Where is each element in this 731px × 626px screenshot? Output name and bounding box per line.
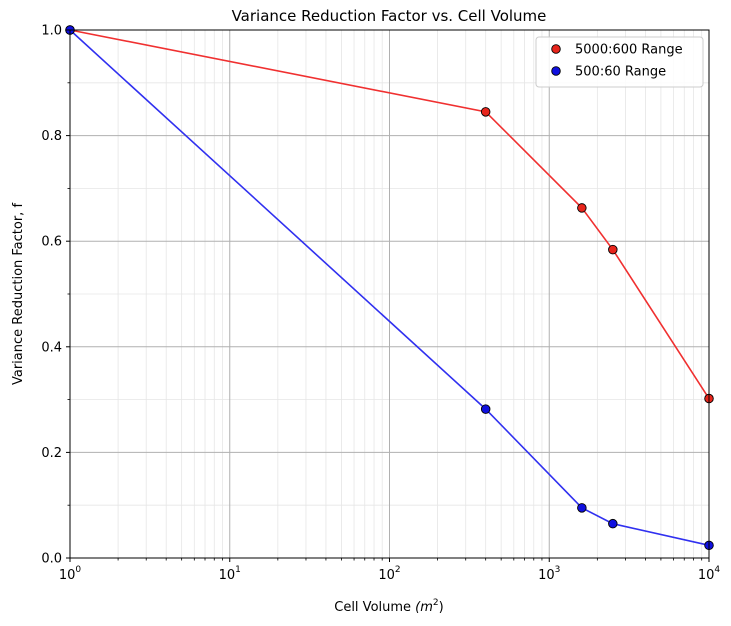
y-tick-label: 0.4 <box>41 340 62 355</box>
x-axis-label-unit: (m <box>415 600 433 615</box>
x-tick-label: 103 <box>538 565 560 583</box>
data-point <box>608 244 618 255</box>
legend-label: 5000:600 Range <box>575 43 683 58</box>
y-axis-ticks: 0.0 0.2 0.4 0.6 0.8 1.0 <box>41 24 70 567</box>
x-tick-exponent: 3 <box>555 565 561 575</box>
x-tick-base: 10 <box>219 568 236 583</box>
x-axis-ticks: 100 101 102 103 104 <box>59 558 721 583</box>
y-tick-label: 0.8 <box>41 129 62 144</box>
chart-title: Variance Reduction Factor vs. Cell Volum… <box>232 7 547 25</box>
x-tick-exponent: 2 <box>395 565 401 575</box>
y-tick-label: 0.6 <box>41 235 62 250</box>
data-point <box>480 107 491 117</box>
y-tick-label: 1.0 <box>41 24 62 39</box>
legend-marker <box>551 44 561 54</box>
minor-grid <box>70 30 709 558</box>
x-tick-base: 10 <box>538 568 555 583</box>
x-tick-label: 100 <box>59 565 82 583</box>
y-tick-label: 0.2 <box>41 446 62 461</box>
legend: 5000:600 Range 500:60 Range <box>535 36 704 88</box>
x-tick-label: 102 <box>378 565 400 583</box>
data-point <box>577 203 587 213</box>
x-axis-label-unit-close: ) <box>439 600 444 615</box>
x-tick-exponent: 4 <box>714 565 720 575</box>
data-point <box>480 404 491 414</box>
y-tick-label: 0.0 <box>41 552 62 567</box>
x-axis-label-text: Cell Volume <box>334 600 411 615</box>
legend-label: 500:60 Range <box>575 65 666 80</box>
major-grid <box>70 30 709 558</box>
x-axis-label-unit-exp: 2 <box>433 598 439 608</box>
x-tick-label: 104 <box>698 565 721 583</box>
x-tick-base: 10 <box>59 568 76 583</box>
x-axis-label: Cell Volume (m2) <box>334 598 443 615</box>
legend-marker <box>551 66 561 76</box>
x-tick-base: 10 <box>698 568 715 583</box>
x-tick-base: 10 <box>378 568 395 583</box>
x-tick-label: 101 <box>219 565 241 583</box>
y-axis-label: Variance Reduction Factor, f <box>11 203 26 385</box>
data-point <box>577 503 587 513</box>
legend-box <box>535 36 704 88</box>
x-tick-exponent: 1 <box>235 565 241 575</box>
data-point <box>608 518 618 529</box>
x-tick-exponent: 0 <box>75 565 81 575</box>
